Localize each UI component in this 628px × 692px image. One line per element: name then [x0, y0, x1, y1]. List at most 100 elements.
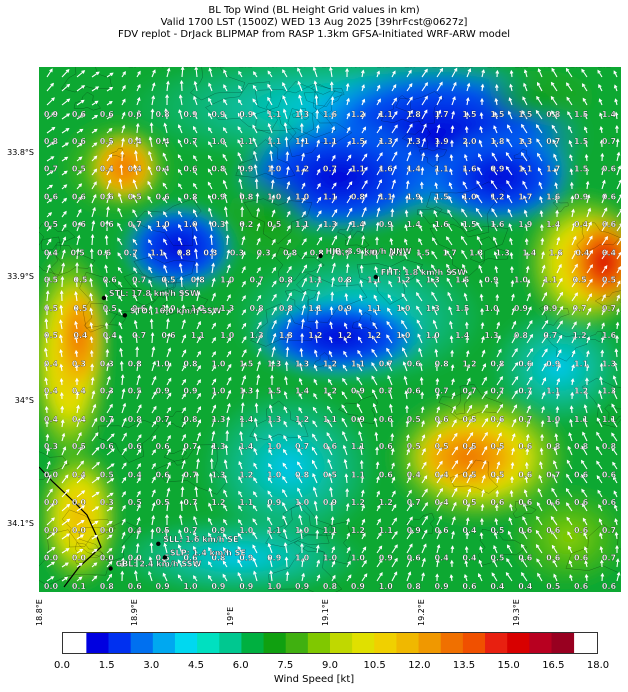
wind-arrow	[133, 306, 138, 316]
grid-value: 1.3	[211, 471, 225, 480]
grid-value: 0.4	[462, 553, 477, 562]
grid-value: 0.5	[128, 387, 143, 396]
grid-value: 0.0	[44, 498, 59, 507]
wind-arrow	[509, 237, 513, 246]
grid-value: 1.2	[351, 526, 365, 535]
wind-arrow	[267, 70, 273, 78]
wind-arrow	[208, 141, 213, 148]
wind-arrow	[252, 98, 258, 106]
grid-value: 1.1	[518, 164, 533, 173]
grid-value: 1.3	[426, 304, 440, 313]
grid-value: 1.1	[267, 526, 282, 535]
wind-arrow	[446, 222, 453, 232]
wind-arrow	[405, 180, 410, 190]
wind-arrow	[76, 99, 85, 106]
wind-arrow	[166, 67, 171, 78]
wind-arrow	[46, 212, 53, 218]
wind-arrow	[376, 138, 383, 148]
grid-value: 1.1	[574, 360, 589, 369]
grid-value: 1.1	[351, 442, 366, 451]
wind-arrow	[106, 192, 111, 204]
wind-arrow	[207, 154, 213, 162]
wind-arrow	[495, 293, 500, 302]
wind-arrow	[373, 294, 378, 302]
wind-arrow	[271, 238, 276, 246]
wind-arrow	[223, 98, 228, 106]
wind-arrow	[329, 67, 333, 78]
wind-arrow	[538, 181, 543, 190]
wind-arrow	[46, 184, 54, 190]
wind-arrow	[286, 265, 292, 274]
grid-value: 0.8	[574, 442, 589, 451]
wind-arrow	[373, 308, 378, 316]
grid-value: 1.0	[295, 553, 310, 562]
wind-arrow	[133, 280, 138, 288]
wind-arrow	[211, 262, 215, 274]
wind-arrow	[256, 281, 261, 288]
wind-arrow	[207, 168, 213, 176]
wind-arrow	[331, 248, 337, 260]
wind-arrow	[461, 208, 468, 218]
wind-arrow	[193, 222, 198, 232]
wind-arrow	[537, 81, 543, 92]
wind-map: 1.0 0.9 1.1 1.1 1.1 0.9 1.0 1.3 0.9 1.2 1.7 1.6 1.2 1…	[39, 67, 621, 592]
terrain-contour	[477, 528, 528, 566]
grid-value: 0.8	[295, 471, 310, 480]
wind-arrow	[118, 294, 123, 302]
wind-arrow	[285, 151, 290, 162]
wind-arrow	[431, 250, 438, 260]
grid-value: 0.1	[72, 582, 87, 591]
wind-arrow	[389, 223, 394, 232]
wind-arrow	[376, 152, 383, 162]
grid-value: 0.6	[574, 582, 589, 591]
terrain-contour	[417, 206, 443, 225]
terrain-contour	[438, 391, 471, 415]
grid-value: 1.2	[597, 67, 611, 69]
wind-arrow	[238, 85, 243, 92]
wind-arrow	[449, 168, 453, 176]
grid-value: 0.9	[211, 582, 226, 591]
wind-arrow	[301, 167, 306, 176]
wind-arrow	[121, 71, 126, 78]
wind-arrow	[147, 210, 153, 218]
wind-arrow	[476, 235, 483, 246]
grid-value: 1.6	[379, 164, 394, 173]
wind-arrow	[376, 98, 381, 106]
grid-value: 0.3	[211, 220, 225, 229]
wind-arrow	[283, 122, 288, 134]
wind-arrow	[76, 156, 83, 162]
grid-value: 0.4	[435, 498, 450, 507]
wind-arrow	[447, 209, 453, 218]
grid-value: 0.6	[518, 526, 533, 535]
grid-value: 1.7	[546, 164, 560, 173]
grid-value: 0.8	[250, 304, 265, 313]
wind-arrow	[446, 263, 453, 274]
grid-value: 1.0	[128, 67, 143, 69]
valid-time-subtitle: Valid 1700 LST (1500Z) WED 13 Aug 2025 […	[160, 17, 468, 28]
wind-arrow	[510, 279, 515, 288]
grid-value: 1.0	[294, 67, 309, 69]
grid-value: 0.6	[100, 220, 115, 229]
wind-arrow	[61, 142, 70, 148]
wind-arrow	[616, 179, 621, 190]
wind-arrow	[117, 237, 123, 246]
colorbar-tick: 10.5	[363, 660, 386, 671]
wind-arrow	[117, 222, 123, 232]
wind-arrow	[616, 280, 621, 288]
grid-value: 0.2	[239, 220, 253, 229]
grid-value: 0.8	[44, 137, 59, 146]
wind-arrow	[421, 123, 427, 134]
wind-arrow	[586, 207, 592, 218]
grid-value: 1.5	[239, 360, 254, 369]
wind-arrow	[267, 83, 273, 92]
wind-arrow	[346, 154, 352, 162]
wind-arrow	[391, 83, 397, 92]
wind-arrow	[61, 170, 68, 176]
wind-arrow	[91, 71, 100, 78]
wind-arrow	[210, 248, 215, 260]
wind-arrow	[241, 235, 246, 246]
grid-value: 0.6	[435, 526, 450, 535]
wind-arrow	[208, 97, 213, 106]
wind-arrow	[223, 192, 228, 204]
wind-arrow	[583, 126, 588, 134]
